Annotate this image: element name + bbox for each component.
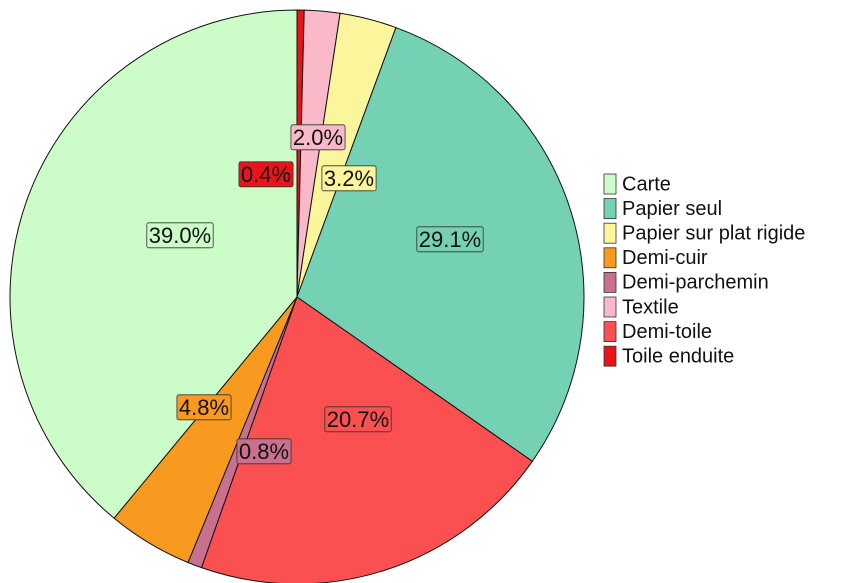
legend-swatch: [603, 271, 617, 293]
legend-label: Carte: [622, 173, 671, 195]
pie-slice: [9, 9, 298, 519]
data-label-box: [416, 226, 484, 253]
data-label-box: [324, 406, 392, 433]
legend-swatch: [603, 222, 617, 244]
data-label: 2.0%: [290, 124, 346, 151]
data-label: 29.1%: [416, 226, 484, 253]
data-label: 0.4%: [238, 161, 294, 188]
data-label: 20.7%: [324, 406, 392, 433]
data-label-box: [321, 165, 377, 192]
legend-label: Papier sur plat rigide: [622, 222, 805, 244]
legend-swatch: [603, 247, 617, 269]
data-label-text: 20.7%: [327, 407, 389, 432]
data-label-text: 4.8%: [179, 395, 229, 420]
data-label-box: [176, 394, 232, 421]
legend-label: Textile: [622, 296, 679, 318]
legend-label: Demi-toile: [622, 321, 712, 343]
data-label-text: 3.2%: [324, 166, 374, 191]
data-label: 0.8%: [236, 438, 292, 465]
legend-swatch: [603, 296, 617, 318]
legend-swatch: [603, 321, 617, 343]
legend-swatch: [603, 173, 617, 195]
data-label-box: [238, 161, 294, 188]
legend-label: Toile enduite: [622, 345, 734, 367]
legend-label: Demi-parchemin: [622, 272, 769, 294]
data-label-text: 0.4%: [241, 162, 291, 187]
data-label-text: 0.8%: [239, 439, 289, 464]
data-label: 4.8%: [176, 394, 232, 421]
legend-swatch: [603, 198, 617, 220]
legend-swatch: [603, 345, 617, 367]
data-label-text: 2.0%: [293, 125, 343, 150]
data-label-text: 29.1%: [419, 227, 481, 252]
data-label: 39.0%: [146, 222, 214, 249]
legend-label: Demi-cuir: [622, 247, 708, 269]
data-label-box: [290, 124, 346, 151]
data-label-box: [236, 438, 292, 465]
pie-slice: [200, 296, 534, 583]
data-label-text: 39.0%: [149, 223, 211, 248]
legend-label: Papier seul: [622, 198, 722, 220]
data-label-box: [146, 222, 214, 249]
data-label: 3.2%: [321, 165, 377, 192]
